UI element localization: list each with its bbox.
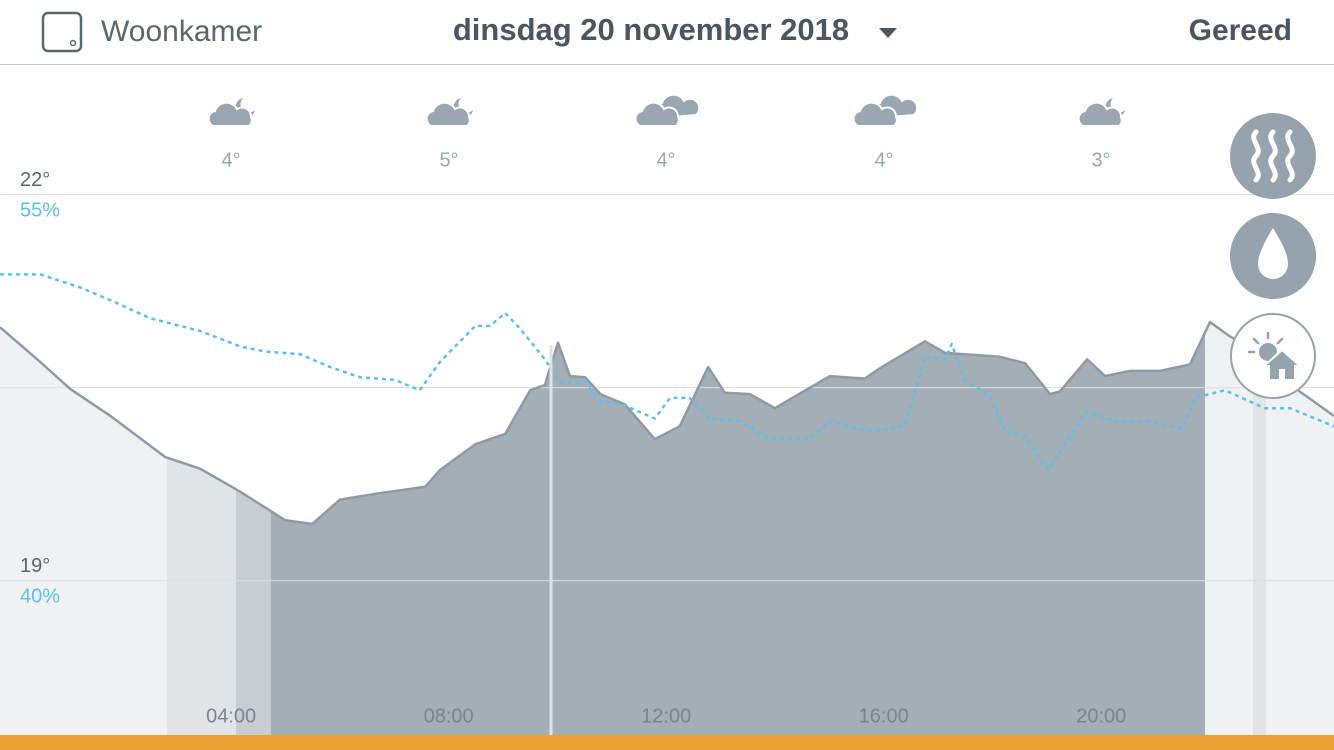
- y2-tick-label: 55%: [20, 200, 60, 222]
- y-tick-label: 19°: [20, 555, 50, 577]
- x-tick-label: 16:00: [859, 705, 909, 727]
- forecast-temp: 4°: [221, 149, 240, 171]
- band: [236, 322, 271, 735]
- room-name: Woonkamer: [101, 15, 262, 48]
- weather-icon: [207, 98, 255, 127]
- grid: [0, 194, 1334, 582]
- room-button[interactable]: Woonkamer: [41, 11, 262, 53]
- room-icon: [41, 11, 83, 53]
- done-button[interactable]: Gereed: [1189, 14, 1292, 47]
- heating-button[interactable]: [1230, 113, 1316, 199]
- forecast-temp: 3°: [1091, 149, 1110, 171]
- bottom-bar: [0, 735, 1334, 750]
- band: [1253, 322, 1266, 735]
- forecast-temp: 4°: [874, 149, 893, 171]
- y2-tick-label: 40%: [20, 585, 60, 607]
- date: dinsdag 20 november 2018: [453, 12, 849, 47]
- x-tick-label: 08:00: [424, 705, 474, 727]
- temperature-line: [0, 320, 1334, 526]
- dropdown-arrow: [879, 28, 897, 38]
- room-icon-dot: [69, 39, 77, 47]
- forecast-temp: 5°: [439, 149, 458, 171]
- weather-icon: [634, 93, 701, 127]
- header-bg: [0, 0, 1334, 64]
- band: [271, 322, 1205, 735]
- x-tick-label: 20:00: [1076, 705, 1126, 727]
- lines: [0, 273, 1334, 526]
- weather-icon: [1077, 98, 1125, 127]
- forecast-temp: 4°: [656, 149, 675, 171]
- forecast: 4° 5° 4° 4° 3°: [207, 93, 1125, 171]
- y-tick-label: 22°: [20, 169, 50, 191]
- labels: 19° 22° 40% 55% 04:00 08:00 12:00 16:00 20:00: [20, 169, 1126, 727]
- x-tick-label: 04:00: [206, 705, 256, 727]
- outdoor-button[interactable]: [1230, 313, 1316, 399]
- weather-icon: [425, 98, 473, 127]
- x-tick-label: 12:00: [641, 705, 691, 727]
- date-picker[interactable]: dinsdag 20 november 2018: [453, 12, 897, 47]
- weather-icon: [852, 93, 919, 127]
- humidity-button[interactable]: [1230, 213, 1316, 299]
